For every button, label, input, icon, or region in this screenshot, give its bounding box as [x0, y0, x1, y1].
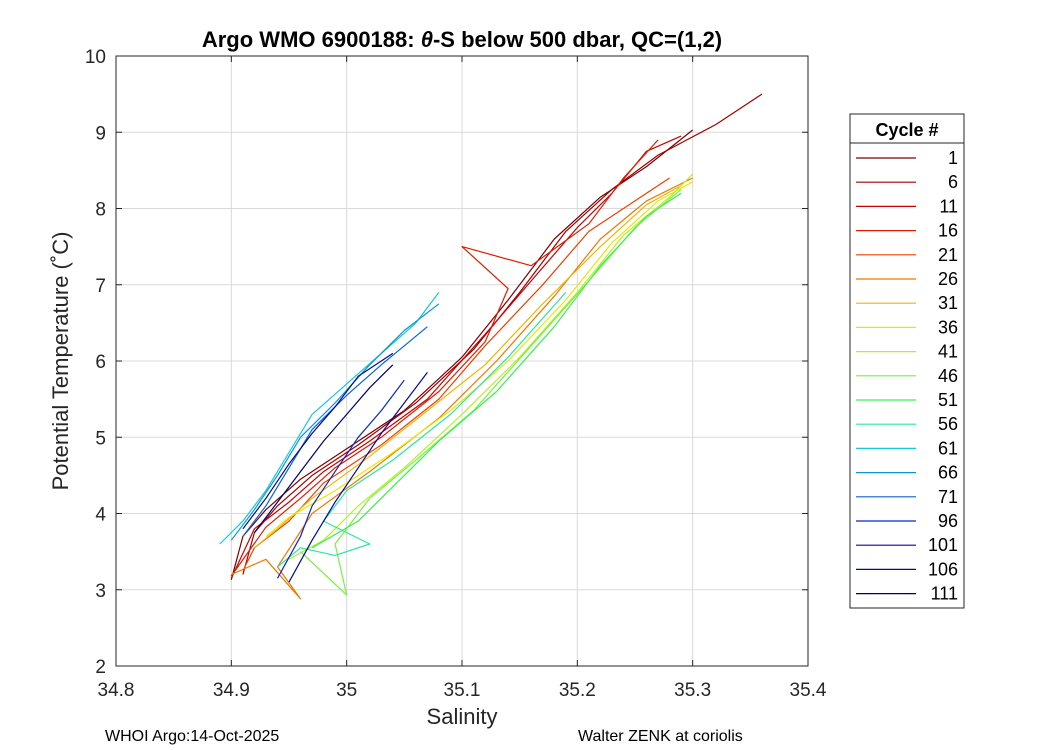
- x-tick-label: 35: [336, 680, 357, 701]
- y-axis-ticks: 2 3 4 5 6 7 8 9 10: [85, 47, 808, 678]
- legend-title: Cycle #: [875, 120, 938, 140]
- x-tick-label: 35.2: [559, 680, 596, 701]
- series-line-cycle-71: [242, 326, 428, 537]
- x-tick-label: 34.9: [213, 680, 250, 701]
- series-layer: [219, 93, 763, 600]
- series-line-cycle-56: [277, 292, 567, 568]
- footer-left: WHOI Argo:14-Oct-2025: [105, 728, 279, 745]
- legend-label: 26: [938, 269, 958, 289]
- legend-label: 111: [931, 584, 958, 604]
- y-tick-label: 6: [95, 352, 106, 373]
- legend-label: 96: [938, 511, 958, 531]
- y-tick-label: 10: [85, 47, 106, 68]
- legend-label: 6: [948, 172, 958, 192]
- legend-label: 61: [938, 438, 958, 458]
- legend-label: 101: [928, 535, 958, 555]
- y-axis-label: Potential Temperature (˚C): [48, 232, 73, 491]
- x-tick-label: 35.1: [444, 680, 481, 701]
- series-line-cycle-96: [276, 379, 405, 579]
- x-tick-label: 34.8: [98, 680, 135, 701]
- y-tick-label: 7: [95, 276, 106, 297]
- x-tick-label: 35.3: [674, 680, 711, 701]
- legend-label: 46: [938, 366, 958, 386]
- chart-title: Argo WMO 6900188: θ-S below 500 dbar, QC…: [202, 27, 722, 52]
- legend-label: 1: [948, 148, 958, 168]
- legend-label: 51: [938, 390, 958, 410]
- legend-label: 106: [928, 559, 958, 579]
- y-tick-label: 4: [95, 505, 106, 526]
- legend-label: 11: [939, 196, 958, 216]
- y-tick-label: 2: [95, 657, 106, 678]
- series-line-cycle-26: [231, 177, 693, 600]
- legend-label: 36: [938, 317, 958, 337]
- legend-label: 21: [938, 245, 958, 265]
- footer-right: Walter ZENK at coriolis: [578, 728, 743, 745]
- series-line-cycle-16: [230, 139, 659, 577]
- y-tick-label: 5: [95, 428, 106, 449]
- series-line-cycle-6: [242, 93, 763, 575]
- series-line-cycle-106: [242, 352, 394, 530]
- legend-label: 66: [938, 463, 958, 483]
- series-line-cycle-21: [242, 177, 670, 571]
- legend-label: 16: [938, 221, 958, 241]
- series-line-cycle-51: [311, 192, 682, 549]
- x-axis-ticks: 34.8 34.9 35 35.1 35.2 35.3 35.4: [98, 56, 827, 701]
- legend: Cycle # 16111621263136414651566166719610…: [849, 113, 965, 609]
- series-line-cycle-111: [253, 364, 394, 533]
- y-tick-label: 8: [95, 200, 106, 221]
- y-tick-label: 3: [95, 581, 106, 602]
- legend-label: 56: [938, 414, 958, 434]
- legend-label: 41: [938, 342, 958, 362]
- x-tick-label: 35.4: [790, 680, 827, 701]
- x-axis-label: Salinity: [427, 704, 498, 729]
- legend-box: [849, 113, 965, 609]
- series-line-cycle-101: [288, 372, 428, 583]
- series-line-cycle-1: [230, 129, 694, 580]
- legend-label: 31: [938, 293, 958, 313]
- y-tick-label: 9: [95, 123, 106, 144]
- series-line-cycle-66: [230, 303, 440, 541]
- legend-label: 71: [938, 487, 958, 507]
- series-line-cycle-61: [219, 292, 440, 545]
